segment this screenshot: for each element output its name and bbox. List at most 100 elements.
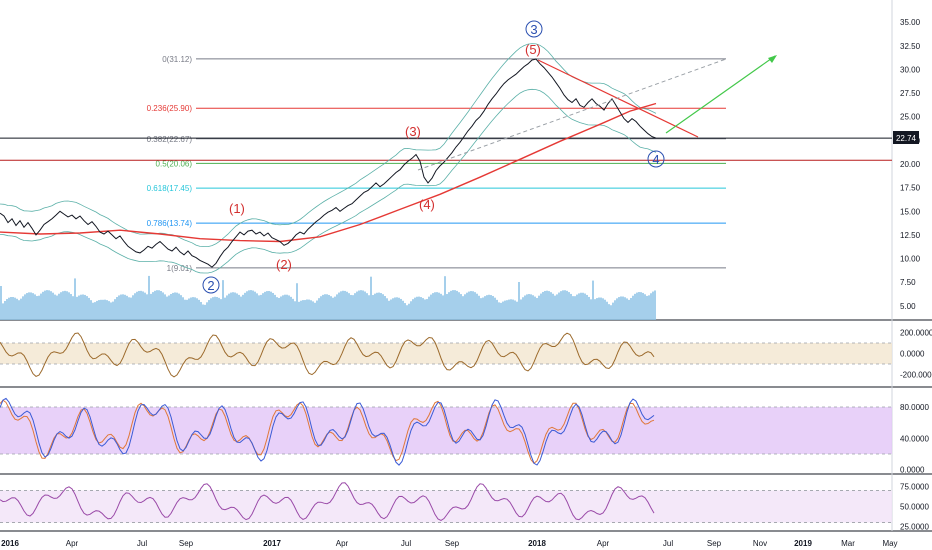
volume-bar — [330, 296, 332, 320]
volume-bar — [258, 295, 260, 320]
volume-bar — [318, 298, 320, 320]
wave-circle-blue-2 — [202, 276, 220, 294]
volume-bar — [82, 294, 84, 320]
volume-bar — [466, 292, 468, 320]
volume-bar — [72, 296, 74, 320]
fib-label: 0.382(22.67) — [147, 135, 193, 144]
volume-bar — [494, 297, 496, 320]
volume-bar — [86, 296, 88, 320]
volume-bar — [90, 300, 92, 320]
volume-bar — [360, 290, 362, 320]
fib-label: 0.236(25.90) — [147, 104, 193, 113]
volume-bar — [454, 290, 456, 320]
volume-bar — [554, 295, 556, 320]
volume-bar — [416, 296, 418, 320]
volume-bar — [124, 294, 126, 320]
volume-bar — [642, 292, 644, 320]
volume-bar — [208, 300, 210, 320]
volume-bar — [166, 296, 168, 320]
volume-bar — [442, 295, 444, 320]
price-tick-label: 12.50 — [900, 231, 921, 240]
stoch-tick-label: 40.0000 — [900, 434, 929, 443]
wave-label-red-3: (3) — [405, 124, 421, 139]
volume-bar — [436, 292, 438, 320]
volume-bar — [46, 290, 48, 320]
volume-bar — [428, 296, 430, 320]
volume-bar — [228, 293, 230, 320]
volume-bar — [414, 297, 416, 320]
volume-bar — [406, 305, 408, 320]
volume-bar — [136, 291, 138, 320]
x-tick-label: 2017 — [263, 539, 281, 548]
x-tick-label: Nov — [753, 539, 767, 548]
bb-upper — [0, 43, 657, 247]
price-tick-label: 32.50 — [900, 42, 921, 51]
volume-bar — [236, 293, 238, 320]
volume-bar — [392, 298, 394, 320]
rsi-tick-label: 25.0000 — [900, 523, 929, 532]
volume-bar — [120, 294, 122, 320]
volume-bar — [552, 293, 554, 320]
volume-bar — [418, 296, 420, 320]
volume-bar — [514, 300, 516, 320]
volume-bar — [610, 305, 612, 320]
volume-bar — [520, 299, 522, 320]
volume-bar — [620, 296, 622, 320]
price-tick-label: 15.00 — [900, 207, 921, 216]
price-tick-label: 35.00 — [900, 18, 921, 27]
fib-label: 0.618(17.45) — [147, 184, 193, 193]
volume-bar — [192, 297, 194, 320]
volume-bar — [58, 293, 60, 320]
volume-bar — [150, 293, 152, 320]
volume-bar — [340, 291, 342, 320]
volume-bar — [332, 297, 334, 320]
volume-bar — [516, 301, 518, 320]
volume-bar — [260, 294, 262, 320]
volume-bar — [628, 299, 630, 320]
volume-bar — [484, 296, 486, 320]
volume-bar — [490, 295, 492, 320]
volume-bar — [474, 292, 476, 320]
volume-bar — [604, 299, 606, 320]
volume-bar — [276, 297, 278, 320]
cci-tick-label: -200.0000 — [900, 371, 932, 380]
volume-bar — [372, 295, 374, 320]
volume-bar — [262, 293, 264, 320]
x-tick-label: 2018 — [528, 539, 546, 548]
volume-bar — [64, 290, 66, 320]
volume-bar — [250, 290, 252, 320]
price-tick-label: 17.50 — [900, 184, 921, 193]
volume-bar — [650, 293, 652, 320]
volume-bar — [310, 300, 312, 320]
volume-bar — [508, 299, 510, 320]
volume-bar — [324, 294, 326, 320]
volume-bar — [346, 291, 348, 320]
volume-bar — [168, 295, 170, 320]
volume-bar — [84, 294, 86, 320]
price-line — [0, 58, 657, 268]
volume-bar — [390, 299, 392, 320]
volume-bar — [550, 292, 552, 320]
volume-bar — [504, 300, 506, 320]
stoch-tick-label: 0.0000 — [900, 466, 925, 475]
volume-bar — [334, 296, 336, 320]
volume-bar — [368, 295, 370, 320]
volume-bar — [92, 302, 94, 320]
x-tick-label: Sep — [179, 539, 194, 548]
volume-bar — [14, 297, 16, 320]
volume-bar — [180, 295, 182, 320]
volume-bar — [176, 292, 178, 320]
volume-bar — [548, 291, 550, 320]
fib-label: 1(9.01) — [167, 264, 193, 273]
volume-bar — [468, 291, 470, 320]
volume-bar — [470, 291, 472, 320]
volume-bar — [54, 294, 56, 320]
volume-bar — [444, 276, 446, 320]
volume-bar — [4, 300, 6, 320]
volume-bar — [24, 294, 26, 320]
volume-bar — [10, 296, 12, 320]
volume-bar — [104, 299, 106, 320]
volume-histogram — [0, 275, 656, 320]
volume-bar — [200, 301, 202, 320]
volume-bar — [478, 295, 480, 320]
